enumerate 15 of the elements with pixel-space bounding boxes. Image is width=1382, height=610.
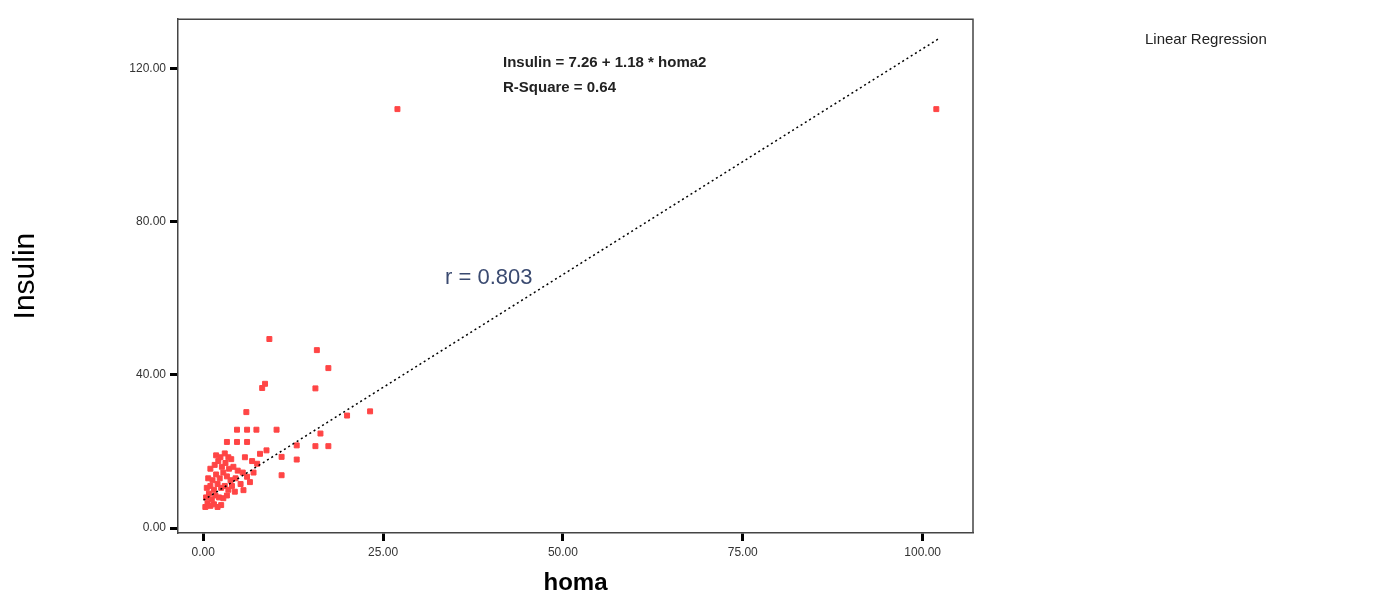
x-tick-label: 100.00 bbox=[904, 544, 942, 559]
y-tick-label: 0.00 bbox=[142, 520, 167, 535]
annotation: R-Square = 0.64 bbox=[503, 78, 617, 96]
x-tick-label: 75.00 bbox=[727, 544, 759, 559]
y-tick-label: 40.00 bbox=[135, 367, 167, 382]
y-tick-label: 80.00 bbox=[135, 214, 167, 229]
x-tick-label: 50.00 bbox=[547, 544, 579, 559]
y-tick-label: 120.00 bbox=[129, 61, 167, 76]
text: Linear Regression bbox=[1145, 30, 1267, 48]
x-tick-label: 25.00 bbox=[368, 544, 399, 559]
x-tick-label: 0.00 bbox=[191, 544, 216, 559]
annotation: r = 0.803 bbox=[445, 264, 533, 290]
annotation: Insulin = 7.26 + 1.18 * homa2 bbox=[503, 53, 707, 71]
y-axis-title: Insulin bbox=[7, 232, 41, 320]
x-axis-title: homa bbox=[543, 568, 609, 596]
